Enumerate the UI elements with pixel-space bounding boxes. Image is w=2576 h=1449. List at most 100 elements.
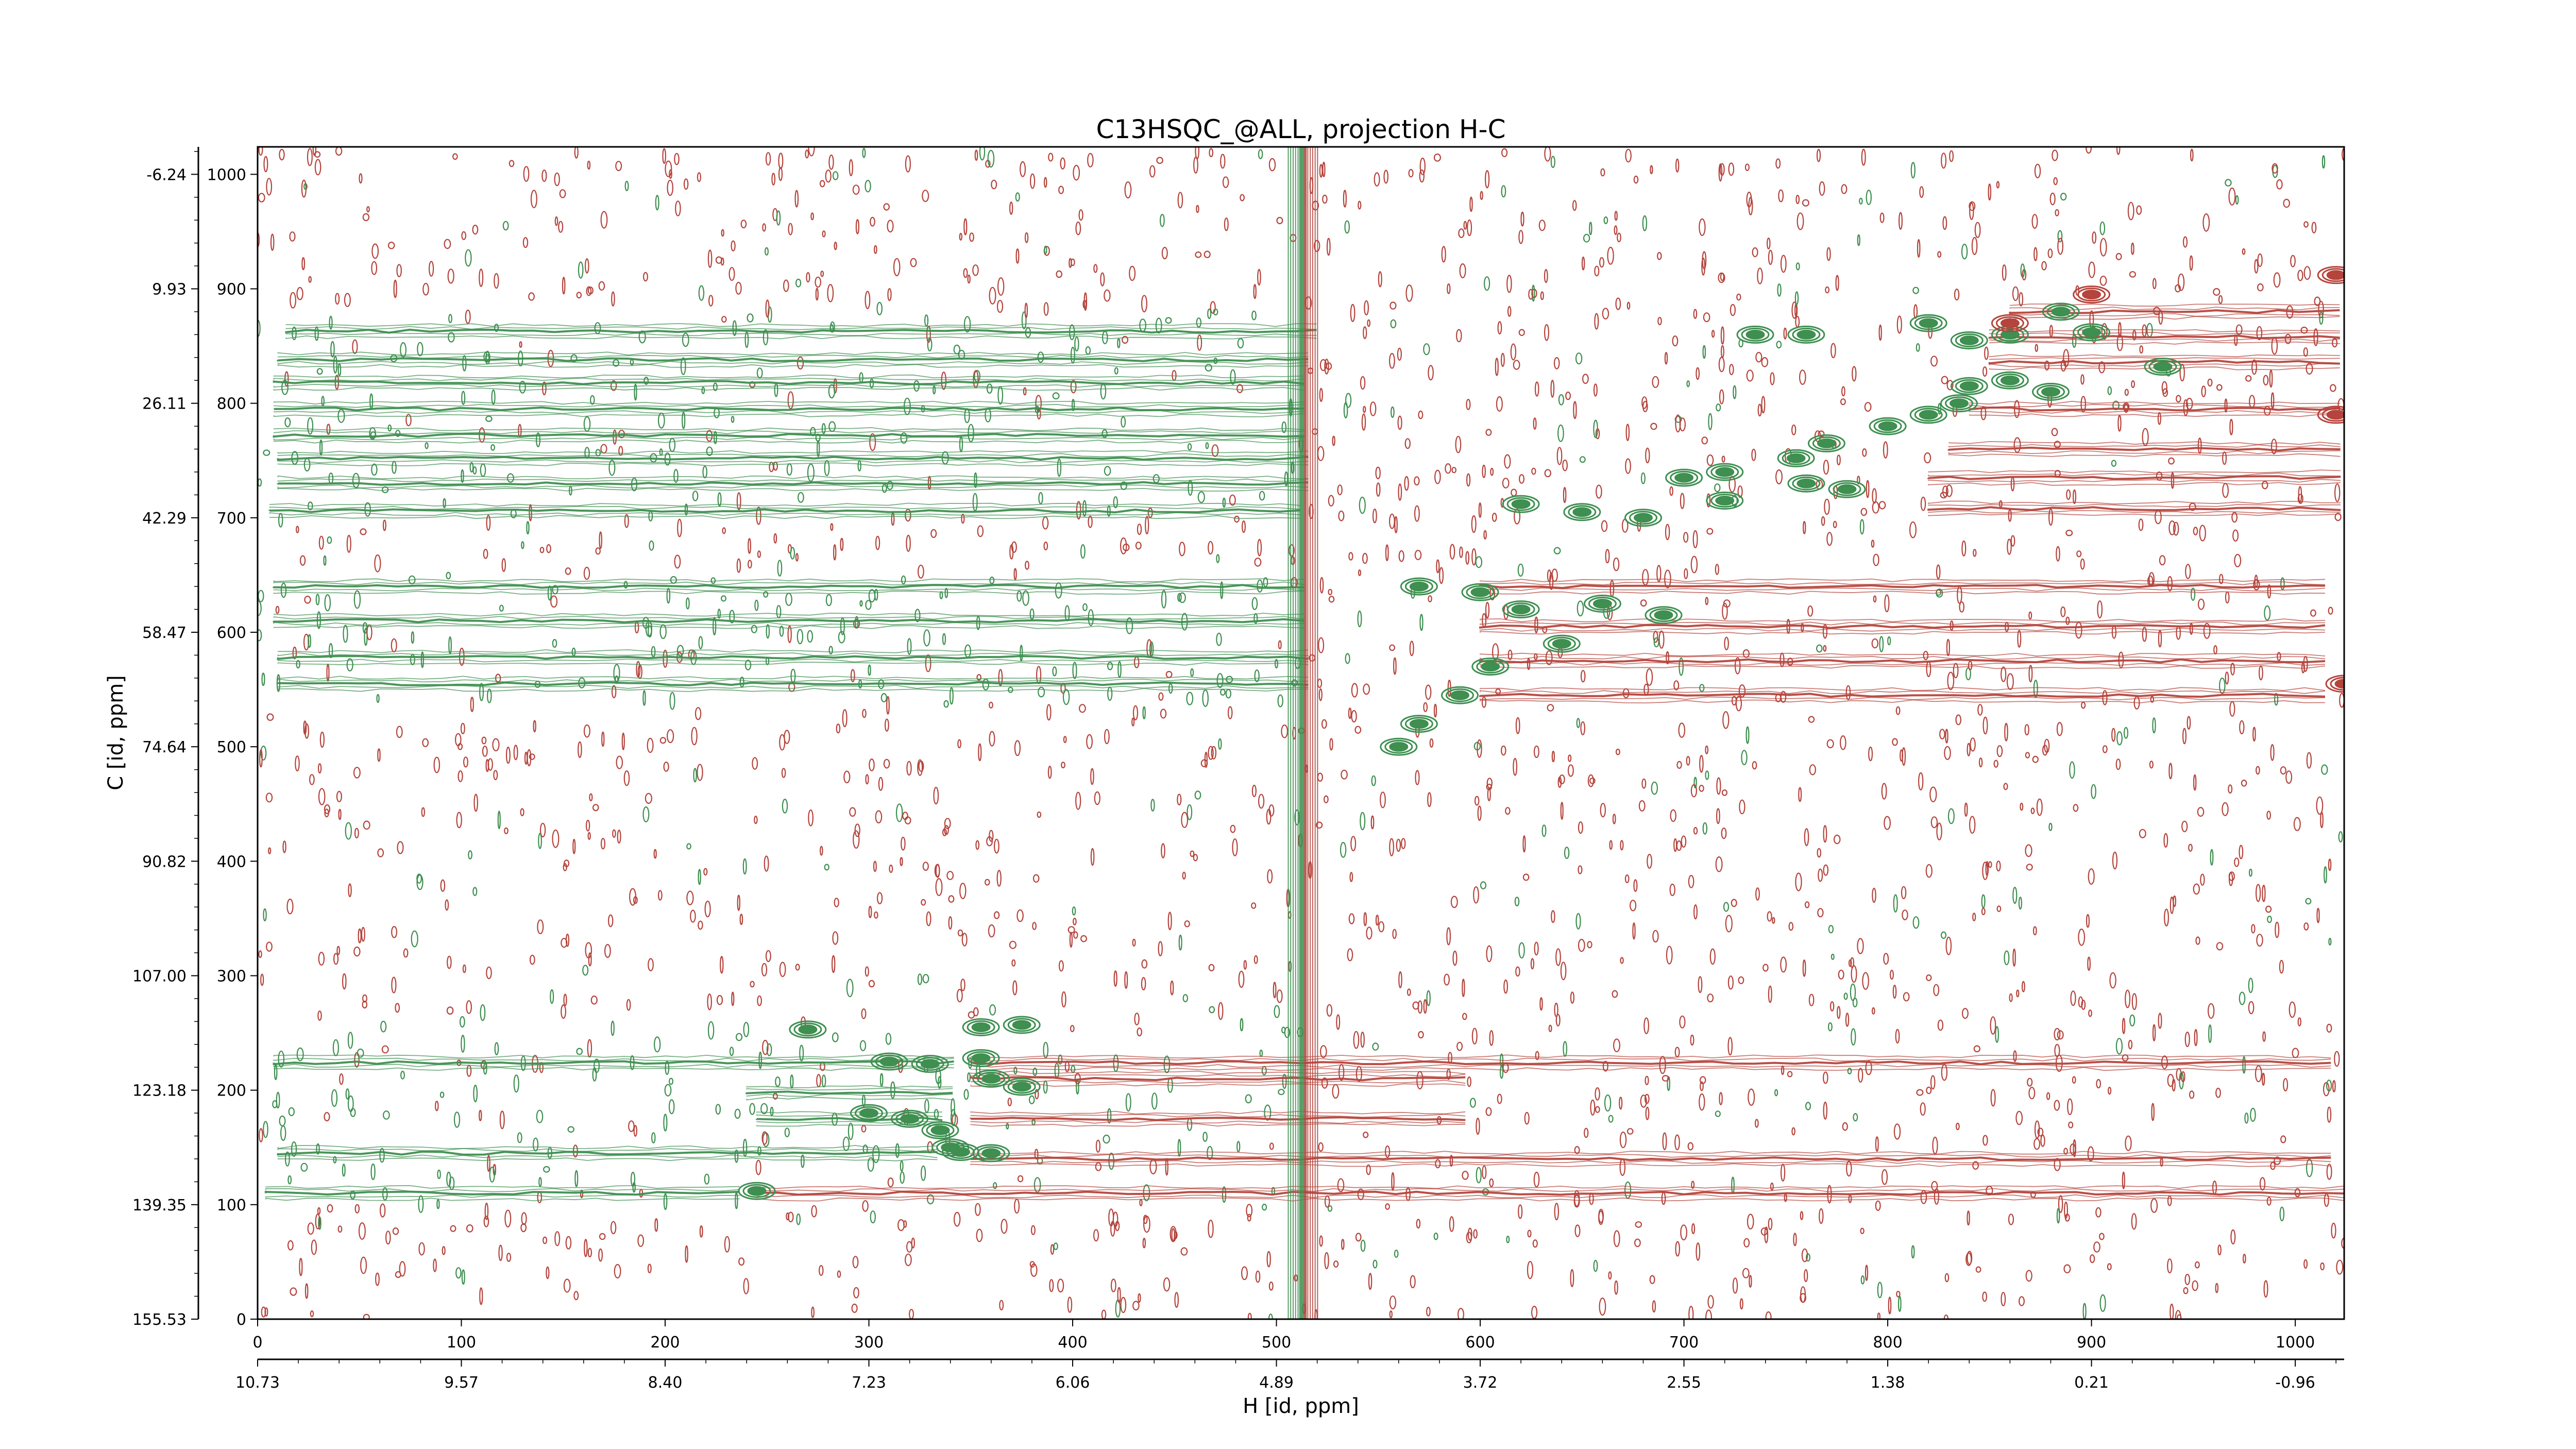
noise-contour-negative xyxy=(2266,1197,2272,1206)
noise-contour-negative xyxy=(587,287,594,295)
noise-contour-negative xyxy=(295,526,299,533)
noise-contour-negative xyxy=(1649,1275,1655,1284)
noise-contour-positive xyxy=(1774,1089,1778,1097)
noise-contour-negative xyxy=(1504,454,1511,469)
noise-contour-negative xyxy=(270,233,275,251)
noise-contour-negative xyxy=(2231,512,2238,523)
noise-contour-positive xyxy=(1947,808,1955,824)
noise-contour-positive xyxy=(2326,1080,2332,1092)
negative-streak xyxy=(1928,513,2341,516)
noise-contour-negative xyxy=(1702,251,1707,269)
noise-contour-negative xyxy=(1354,726,1362,734)
noise-contour-positive xyxy=(754,599,759,611)
noise-contour-negative xyxy=(2048,508,2054,526)
noise-contour-negative xyxy=(2252,727,2256,742)
noise-contour-negative xyxy=(1320,1045,1327,1058)
noise-contour-negative xyxy=(275,605,280,614)
noise-contour-negative xyxy=(576,292,582,299)
noise-contour-negative xyxy=(1462,1013,1467,1020)
negative-streak xyxy=(970,1083,1466,1087)
noise-contour-negative xyxy=(870,216,875,227)
noise-contour-negative xyxy=(1681,835,1687,848)
negative-streak xyxy=(1479,658,2326,664)
noise-contour-negative xyxy=(554,1231,561,1246)
noise-contour-positive xyxy=(880,693,887,702)
noise-contour-negative xyxy=(1087,153,1094,167)
noise-contour-positive xyxy=(462,355,467,372)
noise-contour-negative xyxy=(1167,912,1172,931)
positive-streak xyxy=(285,323,1317,327)
noise-contour-negative xyxy=(1181,812,1189,828)
positive-streak xyxy=(269,512,1300,516)
positive-peak xyxy=(1511,604,1531,615)
positive-peak xyxy=(967,1020,995,1034)
noise-contour-negative xyxy=(948,916,953,930)
noise-contour-negative xyxy=(2063,1148,2068,1155)
noise-contour-positive xyxy=(315,594,320,605)
noise-contour-positive xyxy=(1593,419,1598,439)
noise-contour-negative xyxy=(259,749,263,768)
noise-contour-positive xyxy=(777,560,783,577)
positive-streak xyxy=(277,658,1309,663)
noise-contour-negative xyxy=(653,849,657,859)
noise-contour-negative xyxy=(1404,476,1409,491)
noise-contour-negative xyxy=(1841,184,1848,194)
noise-contour-negative xyxy=(1548,1024,1552,1033)
noise-contour-negative xyxy=(1024,561,1029,570)
positive-peak xyxy=(1736,325,1774,344)
noise-contour-positive xyxy=(1028,1095,1035,1104)
noise-contour-negative xyxy=(473,794,479,812)
noise-contour-negative xyxy=(2168,520,2176,535)
noise-contour-negative xyxy=(1624,874,1630,883)
negative-streak xyxy=(1480,581,2326,585)
noise-contour-negative xyxy=(2303,1259,2308,1269)
noise-contour-positive xyxy=(519,380,526,394)
noise-contour-negative xyxy=(944,818,951,829)
noise-contour-negative xyxy=(1738,976,1744,984)
noise-contour-negative xyxy=(1367,319,1371,327)
noise-contour-positive xyxy=(1082,500,1087,517)
x-tick-label: 700 xyxy=(1669,1334,1699,1352)
noise-contour-negative xyxy=(1747,1214,1754,1229)
positive-streak xyxy=(277,678,1309,683)
noise-contour-positive xyxy=(1859,519,1865,535)
noise-contour-negative xyxy=(456,812,462,829)
noise-contour-negative xyxy=(698,920,703,930)
noise-contour-negative xyxy=(1014,740,1021,756)
noise-contour-negative xyxy=(1009,201,1013,215)
noise-contour-positive xyxy=(418,1195,424,1214)
noise-contour-positive xyxy=(2306,1158,2313,1177)
noise-contour-positive xyxy=(1910,162,1916,179)
noise-contour-positive xyxy=(543,1166,550,1173)
noise-contour-negative xyxy=(1937,1019,1944,1031)
noise-contour-negative xyxy=(2269,369,2273,388)
noise-contour-negative xyxy=(2290,255,2296,267)
noise-contour-negative xyxy=(875,810,883,823)
noise-contour-positive xyxy=(749,1103,755,1115)
noise-contour-negative xyxy=(2041,261,2047,271)
noise-contour-negative xyxy=(1513,360,1520,370)
noise-contour-positive xyxy=(1640,472,1646,484)
noise-contour-negative xyxy=(1080,935,1088,942)
noise-contour-negative xyxy=(358,928,362,943)
noise-contour-negative xyxy=(1990,1089,1996,1107)
noise-contour-positive xyxy=(870,1210,876,1224)
noise-contour-positive xyxy=(411,631,415,644)
noise-contour-negative xyxy=(1513,757,1518,776)
noise-contour-negative xyxy=(1866,480,1870,498)
noise-contour-positive xyxy=(2048,822,2053,831)
noise-contour-negative xyxy=(1878,324,1882,341)
noise-contour-negative xyxy=(1657,251,1662,260)
noise-contour-positive xyxy=(479,683,484,701)
noise-contour-negative xyxy=(1900,749,1904,762)
noise-contour-negative xyxy=(917,564,924,579)
positive-streak xyxy=(277,487,1309,492)
noise-contour-negative xyxy=(1804,828,1809,847)
negative-streak xyxy=(1928,482,2341,486)
positive-streak xyxy=(273,1067,954,1071)
noise-contour-negative xyxy=(561,938,568,948)
noise-contour-negative xyxy=(363,1313,370,1319)
noise-contour-negative xyxy=(523,166,530,182)
noise-contour-negative xyxy=(2311,222,2317,233)
noise-contour-negative xyxy=(708,295,714,307)
